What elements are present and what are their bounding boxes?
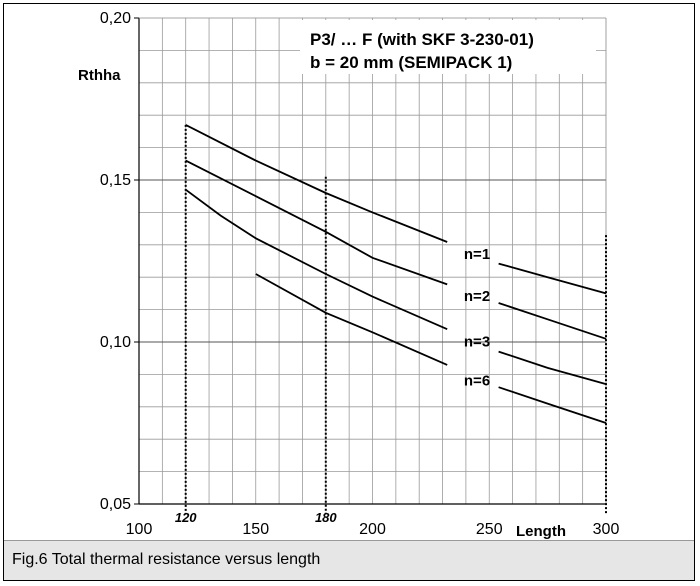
chart-title: P3/ … F (with SKF 3-230-01) <box>310 30 534 49</box>
title-box: P3/ … F (with SKF 3-230-01) b = 20 mm (S… <box>300 20 596 74</box>
line-chart: n=1 n=2 n=3 n=6 100 120 150 180 200 250 300 0,05 0,… <box>4 4 694 540</box>
series-line-n1 <box>498 262 607 295</box>
y-tick-label: 0,10 <box>100 334 131 351</box>
tick-labels: 100 120 150 180 200 250 300 0,05 0,10 0,15 0,20 <box>100 10 620 538</box>
x-tick-label: 150 <box>242 521 269 538</box>
x-tick-label: 200 <box>359 521 386 538</box>
y-axis-label: Rthha <box>78 67 121 84</box>
series-line-n6 <box>255 273 448 366</box>
y-tick-label: 0,20 <box>100 10 131 27</box>
figure-caption: Fig.6 Total thermal resistance versus le… <box>4 540 694 580</box>
series-line-n2 <box>185 159 448 286</box>
series-label: n=2 <box>464 288 490 305</box>
series-label: n=3 <box>464 333 490 350</box>
title-box-bg <box>300 20 596 74</box>
y-tick-label: 0,15 <box>100 172 131 189</box>
y-tick-label: 0,05 <box>100 496 131 513</box>
chart-subtitle: b = 20 mm (SEMIPACK 1) <box>310 53 512 72</box>
x-tick-label: 250 <box>476 521 503 538</box>
ylabel-bg <box>72 62 126 84</box>
grid <box>139 18 606 504</box>
x-tick-label: 100 <box>126 521 153 538</box>
series-label: n=6 <box>464 372 490 389</box>
series-label: n=1 <box>464 246 490 263</box>
xlabel-bg <box>511 519 579 539</box>
series-line-n1 <box>185 124 448 243</box>
series-line-n6 <box>498 386 607 424</box>
x-tick-label: 300 <box>593 521 620 538</box>
series-group: n=1 n=2 n=3 n=6 <box>185 124 607 424</box>
figure-frame: n=1 n=2 n=3 n=6 100 120 150 180 200 250 300 0,05 0,… <box>3 3 695 581</box>
series-line-n2 <box>498 302 607 340</box>
series-line-n3 <box>498 350 607 385</box>
x-axis-label: Length <box>516 523 566 540</box>
x-tick-label: 120 <box>175 510 197 525</box>
series-line-n3 <box>185 188 448 331</box>
caption-text: Fig.6 Total thermal resistance versus le… <box>12 551 321 568</box>
x-tick-label: 180 <box>315 510 337 525</box>
